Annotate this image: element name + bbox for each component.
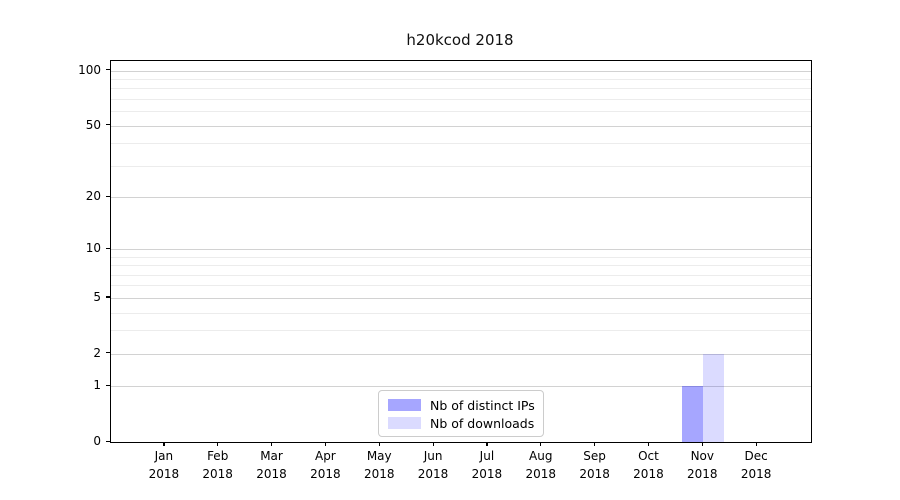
gridline-minor — [111, 111, 811, 113]
x-tick-label-year: 2018 — [525, 467, 557, 481]
gridline-major — [111, 353, 811, 355]
x-tick-label-month: Jan — [154, 449, 174, 463]
gridline-major — [111, 386, 811, 388]
gridline-minor — [111, 330, 811, 332]
x-axis-tick — [324, 442, 327, 446]
y-axis-tick — [106, 440, 110, 442]
x-tick-label-month: Dec — [744, 449, 768, 463]
gridline-major — [111, 297, 811, 299]
x-tick-label-month: Aug — [529, 449, 553, 463]
x-axis-tick-label: May 2018 — [347, 447, 411, 483]
chart-title: h20kcod 2018 — [406, 31, 514, 49]
x-tick-label-month: Apr — [314, 449, 336, 463]
x-tick-label-month: Mar — [260, 449, 283, 463]
x-tick-label-month: Sep — [583, 449, 606, 463]
y-axis-tick — [106, 352, 110, 354]
x-tick-label-year: 2018 — [310, 467, 341, 481]
x-tick-label-month: May — [366, 449, 392, 463]
x-axis-tick-label: Jun 2018 — [401, 447, 465, 483]
x-tick-label-year: 2018 — [256, 467, 287, 481]
x-axis-tick — [594, 442, 596, 446]
x-tick-label-year: 2018 — [148, 467, 180, 481]
legend-item-downloads: Nb of downloads — [388, 415, 534, 431]
gridline-minor — [111, 79, 811, 81]
y-axis-tick-label: 0 — [93, 434, 101, 448]
gridline-minor — [111, 285, 811, 287]
x-axis-tick-label: Apr 2018 — [293, 447, 357, 483]
gridline-minor — [111, 143, 811, 145]
y-axis-tick-label: 5 — [93, 289, 101, 304]
x-tick-label-year: 2018 — [579, 467, 610, 481]
x-tick-label-year: 2018 — [471, 467, 503, 481]
y-axis-tick — [106, 247, 110, 249]
bar-nb-of-downloads-nov — [703, 353, 725, 442]
x-axis-tick-label: Sep 2018 — [563, 447, 627, 483]
x-tick-label-month: Feb — [207, 449, 229, 463]
y-axis-tick-label: 100 — [78, 62, 101, 77]
x-axis-tick — [163, 442, 165, 446]
x-tick-label-year: 2018 — [740, 467, 772, 481]
gridline-minor — [111, 256, 811, 258]
x-axis-tick-label: Jul 2018 — [455, 447, 519, 483]
gridline-minor — [111, 88, 811, 90]
legend-label-distinct-ips: Nb of distinct IPs — [430, 397, 535, 413]
x-axis-tick — [701, 442, 703, 446]
y-axis-tick — [106, 195, 110, 197]
x-axis-tick — [271, 442, 273, 446]
x-axis-tick-label: Oct 2018 — [616, 447, 680, 483]
y-axis-tick-label: 1 — [93, 378, 101, 393]
x-axis-tick-label: Jan 2018 — [132, 447, 196, 483]
legend-swatch-downloads — [388, 417, 421, 429]
legend: Nb of distinct IPs Nb of downloads — [378, 390, 544, 437]
x-tick-label-year: 2018 — [633, 467, 664, 481]
x-axis-tick-label: Aug 2018 — [509, 447, 573, 483]
legend-swatch-distinct-ips — [388, 399, 421, 411]
x-axis-tick — [540, 442, 542, 446]
gridline-major — [111, 197, 811, 199]
x-axis-tick — [432, 442, 434, 446]
gridline-major — [111, 249, 811, 251]
y-axis-tick — [106, 384, 110, 386]
gridline-minor — [111, 265, 811, 267]
gridline-minor — [111, 99, 811, 101]
x-axis-tick — [486, 442, 488, 446]
legend-label-downloads: Nb of downloads — [430, 415, 535, 431]
y-axis-tick-label: 50 — [85, 117, 101, 132]
y-axis-tick — [106, 69, 110, 71]
y-axis-tick-label: 2 — [93, 345, 101, 360]
legend-item-distinct-ips: Nb of distinct IPs — [388, 397, 535, 413]
x-axis-tick-label: Dec 2018 — [724, 447, 788, 483]
y-axis-tick-label: 10 — [85, 241, 101, 256]
x-tick-label-month: Jul — [479, 449, 495, 463]
x-tick-label-month: Oct — [638, 449, 659, 463]
gridline-major — [111, 70, 811, 72]
gridline-minor — [111, 274, 811, 276]
x-tick-label-year: 2018 — [363, 467, 395, 481]
x-tick-label-year: 2018 — [687, 467, 718, 481]
x-tick-label-month: Jun — [423, 449, 443, 463]
bar-nb-of-distinct-ips-nov — [682, 386, 704, 442]
x-axis-tick — [755, 442, 757, 446]
y-axis-tick — [106, 124, 110, 126]
x-axis-tick — [378, 442, 380, 446]
x-axis-tick-label: Mar 2018 — [240, 447, 304, 483]
x-tick-label-month: Nov — [690, 449, 714, 463]
y-axis-tick — [106, 296, 110, 298]
x-axis-tick-label: Feb 2018 — [186, 447, 250, 483]
y-axis-tick-label: 20 — [85, 189, 101, 204]
x-axis-tick — [217, 442, 219, 446]
plot-area — [110, 60, 812, 443]
gridline-major — [111, 125, 811, 127]
x-tick-label-year: 2018 — [202, 467, 233, 481]
gridline-minor — [111, 165, 811, 167]
gridline-minor — [111, 312, 811, 314]
x-tick-label-year: 2018 — [417, 467, 449, 481]
x-axis-tick-label: Nov 2018 — [670, 447, 734, 483]
x-axis-tick — [647, 442, 650, 446]
